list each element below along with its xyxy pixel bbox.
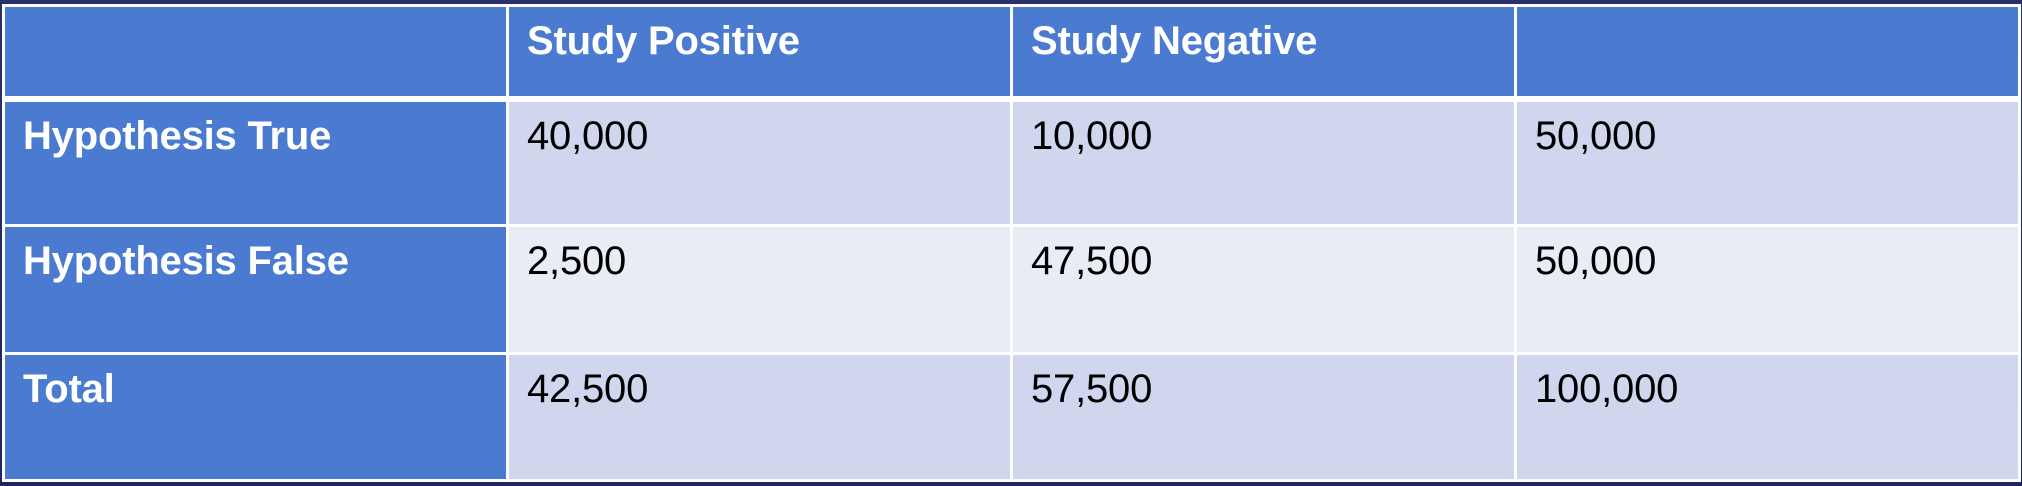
cell-total-negative: 57,500 <box>1010 351 1517 483</box>
row-label-hypothesis-false: Hypothesis False <box>2 224 509 355</box>
cell-true-positive: 40,000 <box>506 97 1013 228</box>
row-label-hypothesis-true: Hypothesis True <box>2 97 509 228</box>
header-cell-study-negative: Study Negative <box>1010 3 1517 102</box>
header-cell-study-positive: Study Positive <box>506 3 1013 102</box>
cell-grand-total: 100,000 <box>1514 351 2021 483</box>
table-header-row: Study Positive Study Negative <box>2 3 2021 102</box>
table-row-hypothesis-false: Hypothesis False 2,500 47,500 50,000 <box>2 224 2021 355</box>
cell-false-positive: 2,500 <box>506 224 1013 355</box>
cell-false-negative: 47,500 <box>1010 224 1517 355</box>
table-row-total: Total 42,500 57,500 100,000 <box>2 351 2021 483</box>
cell-total-positive: 42,500 <box>506 351 1013 483</box>
contingency-table: Study Positive Study Negative Hypothesis… <box>2 3 2021 483</box>
cell-true-negative: 10,000 <box>1010 97 1517 228</box>
row-label-total: Total <box>2 351 509 483</box>
header-cell-total-column <box>1514 3 2021 102</box>
header-cell-corner <box>2 3 509 102</box>
cell-false-total: 50,000 <box>1514 224 2021 355</box>
cell-true-total: 50,000 <box>1514 97 2021 228</box>
table-row-hypothesis-true: Hypothesis True 40,000 10,000 50,000 <box>2 97 2021 228</box>
